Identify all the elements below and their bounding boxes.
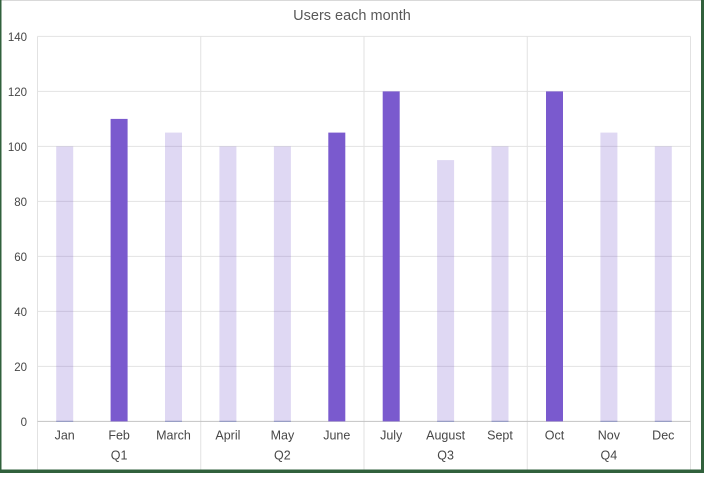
svg-text:Oct: Oct: [545, 429, 565, 443]
svg-text:Nov: Nov: [598, 429, 621, 443]
svg-text:140: 140: [8, 32, 27, 44]
svg-text:Sept: Sept: [487, 429, 513, 443]
svg-text:100: 100: [8, 142, 27, 154]
svg-text:Q4: Q4: [601, 449, 618, 463]
svg-text:Dec: Dec: [652, 429, 674, 443]
svg-text:July: July: [380, 429, 403, 443]
svg-text:March: March: [156, 429, 191, 443]
svg-text:June: June: [323, 429, 350, 443]
svg-text:Q1: Q1: [111, 449, 128, 463]
svg-text:120: 120: [8, 87, 27, 99]
svg-text:August: August: [426, 429, 465, 443]
svg-text:40: 40: [14, 307, 27, 319]
svg-text:Q3: Q3: [437, 449, 454, 463]
svg-text:Q2: Q2: [274, 449, 291, 463]
svg-text:60: 60: [14, 252, 27, 264]
svg-text:Jan: Jan: [55, 429, 75, 443]
svg-text:Feb: Feb: [108, 429, 130, 443]
svg-text:80: 80: [14, 197, 27, 209]
svg-text:Users each month: Users each month: [293, 8, 411, 24]
svg-text:May: May: [271, 429, 295, 443]
svg-text:April: April: [215, 429, 240, 443]
svg-text:20: 20: [14, 362, 27, 374]
svg-text:0: 0: [21, 417, 27, 429]
